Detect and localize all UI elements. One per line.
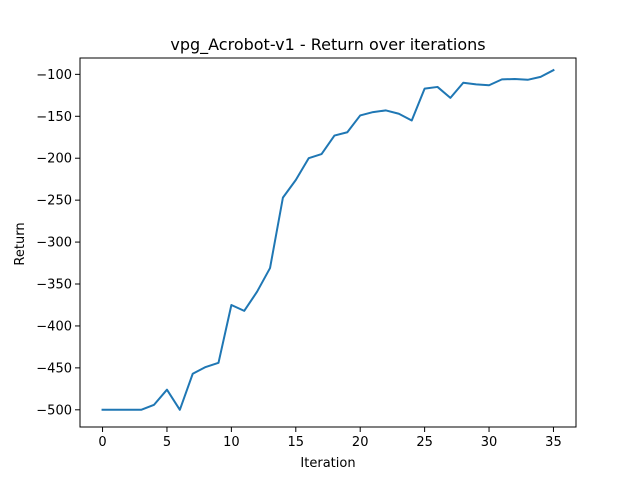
y-tick-label: −300 (36, 236, 72, 251)
chart-title: vpg_Acrobot-v1 - Return over iterations (170, 35, 485, 55)
x-tick-label: 30 (481, 435, 498, 450)
y-tick-label: −150 (36, 110, 72, 125)
x-tick-label: 15 (288, 435, 305, 450)
y-tick-label: −400 (36, 319, 72, 334)
x-tick-label: 0 (98, 435, 106, 450)
y-axis: −500 −450 −400 −350 −300 −250 −200 −150 −100 (36, 68, 80, 418)
x-axis-label: Iteration (300, 456, 355, 471)
x-tick-label: 20 (352, 435, 369, 450)
x-tick-label: 25 (416, 435, 433, 450)
x-tick-label: 10 (223, 435, 240, 450)
series-line-0 (101, 68, 555, 411)
y-tick-label: −450 (36, 361, 72, 376)
y-tick-label: −350 (36, 278, 72, 293)
x-tick-label: 35 (545, 435, 562, 450)
y-tick-label: −500 (36, 403, 72, 418)
y-tick-label: −250 (36, 194, 72, 209)
x-tick-label: 5 (163, 435, 171, 450)
y-tick-label: −100 (36, 68, 72, 83)
y-tick-label: −200 (36, 152, 72, 167)
y-axis-label: Return (13, 222, 28, 265)
x-axis: 0 5 10 15 20 25 30 35 (98, 427, 562, 450)
